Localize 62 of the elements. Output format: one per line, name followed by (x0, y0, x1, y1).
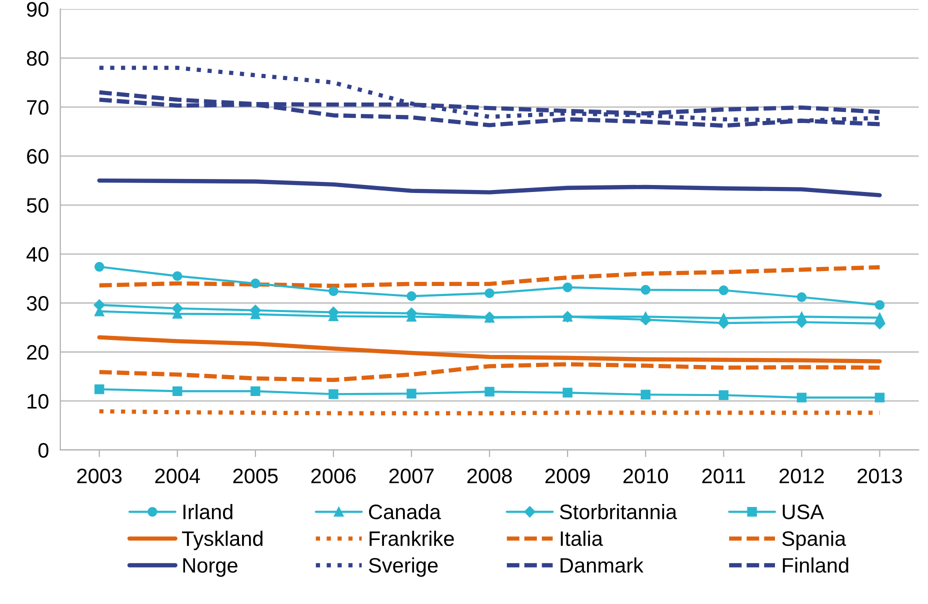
y-tick-label: 20 (27, 345, 48, 360)
point (562, 388, 572, 398)
legend-label: Sverige (368, 557, 438, 577)
x-tick-label: 2007 (389, 468, 434, 484)
point (94, 262, 104, 272)
point (796, 392, 807, 402)
legend-label: Storbritannia (560, 504, 678, 520)
line-series (97, 362, 882, 382)
y-tick-label: 0 (38, 442, 48, 458)
y-tick-label: 60 (27, 149, 48, 164)
line-series (97, 178, 882, 198)
point (250, 278, 260, 288)
legend-label: Tyskland (182, 530, 262, 550)
point (172, 271, 182, 281)
point (718, 390, 728, 400)
legend-label: Canada (369, 504, 441, 520)
point (640, 284, 650, 295)
legend-label: Spania (782, 530, 846, 550)
y-tick-label: 80 (26, 51, 48, 66)
point (406, 388, 416, 398)
point (94, 384, 104, 394)
x-tick-label: 2011 (702, 468, 746, 484)
x-tick-label: 2008 (467, 468, 512, 484)
point (874, 300, 885, 310)
legend-label: Frankrike (370, 530, 454, 546)
x-tick-label: 2003 (77, 468, 122, 484)
point (718, 313, 728, 324)
point (484, 288, 494, 298)
point (328, 286, 338, 296)
x-tick-label: 2009 (545, 468, 590, 484)
point (874, 312, 885, 323)
point (640, 312, 650, 322)
x-tick-label: 2013 (858, 468, 902, 484)
x-tick-label: 2005 (233, 468, 278, 484)
point (406, 291, 416, 302)
legend-label: Finland (782, 557, 848, 573)
point (562, 282, 572, 292)
line-series (97, 335, 882, 364)
point (172, 386, 182, 396)
x-tick-label: 2004 (155, 468, 200, 484)
point (718, 285, 728, 296)
x-tick-label: 2006 (311, 468, 356, 484)
point (328, 389, 338, 399)
legend-label: Danmark (560, 557, 644, 573)
y-tick-label: 30 (26, 296, 48, 311)
x-tick-label: 2010 (623, 468, 668, 484)
point (796, 312, 807, 322)
point (874, 392, 885, 402)
y-tick-label: 70 (27, 100, 48, 115)
legend-label: USA (782, 504, 824, 520)
point (484, 386, 494, 397)
point (250, 386, 260, 396)
point (796, 292, 807, 302)
y-tick-label: 90 (27, 2, 48, 17)
legend-label: Italia (560, 530, 603, 546)
x-tick-label: 2012 (780, 468, 824, 484)
legend-label: Irland (184, 504, 232, 520)
point (640, 390, 650, 400)
y-tick-label: 40 (26, 247, 48, 262)
legend-label: Norge (183, 558, 238, 577)
y-tick-label: 10 (28, 394, 48, 409)
y-tick-label: 50 (26, 198, 48, 213)
